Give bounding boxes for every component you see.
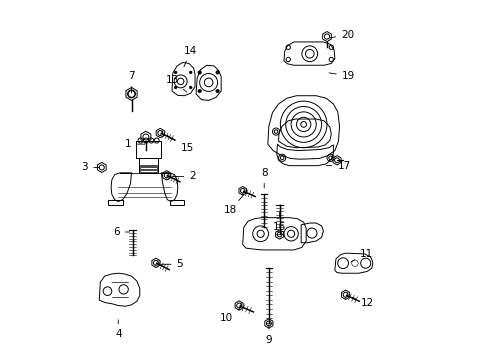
Text: 17: 17 <box>325 161 350 171</box>
Bar <box>140 170 157 172</box>
Text: 5: 5 <box>161 259 183 269</box>
Text: 3: 3 <box>81 162 99 172</box>
Text: 10: 10 <box>220 309 239 323</box>
Text: 9: 9 <box>265 324 272 345</box>
Text: 13: 13 <box>165 75 186 92</box>
Bar <box>140 167 157 169</box>
Text: 18: 18 <box>223 195 243 216</box>
Circle shape <box>174 86 177 89</box>
Text: 20: 20 <box>329 30 354 40</box>
Circle shape <box>215 89 219 93</box>
Text: 4: 4 <box>115 320 122 339</box>
Text: 7: 7 <box>128 71 135 93</box>
Text: 6: 6 <box>113 227 130 237</box>
Text: 19: 19 <box>328 71 354 81</box>
Text: 14: 14 <box>183 46 197 67</box>
Text: 16: 16 <box>272 211 285 232</box>
Circle shape <box>189 71 192 74</box>
Circle shape <box>198 71 201 74</box>
Bar <box>140 165 157 166</box>
Circle shape <box>215 71 219 74</box>
Text: 8: 8 <box>261 168 267 188</box>
Bar <box>169 200 184 205</box>
Text: 11: 11 <box>350 248 372 262</box>
Circle shape <box>198 89 201 93</box>
Bar <box>108 200 122 205</box>
Text: 2: 2 <box>172 171 195 181</box>
Bar <box>136 140 161 158</box>
Text: 12: 12 <box>351 297 373 308</box>
Circle shape <box>189 86 192 89</box>
Polygon shape <box>97 162 106 172</box>
Text: 1: 1 <box>124 139 144 149</box>
Circle shape <box>174 71 177 74</box>
Text: 15: 15 <box>167 136 193 153</box>
Bar <box>139 158 158 173</box>
